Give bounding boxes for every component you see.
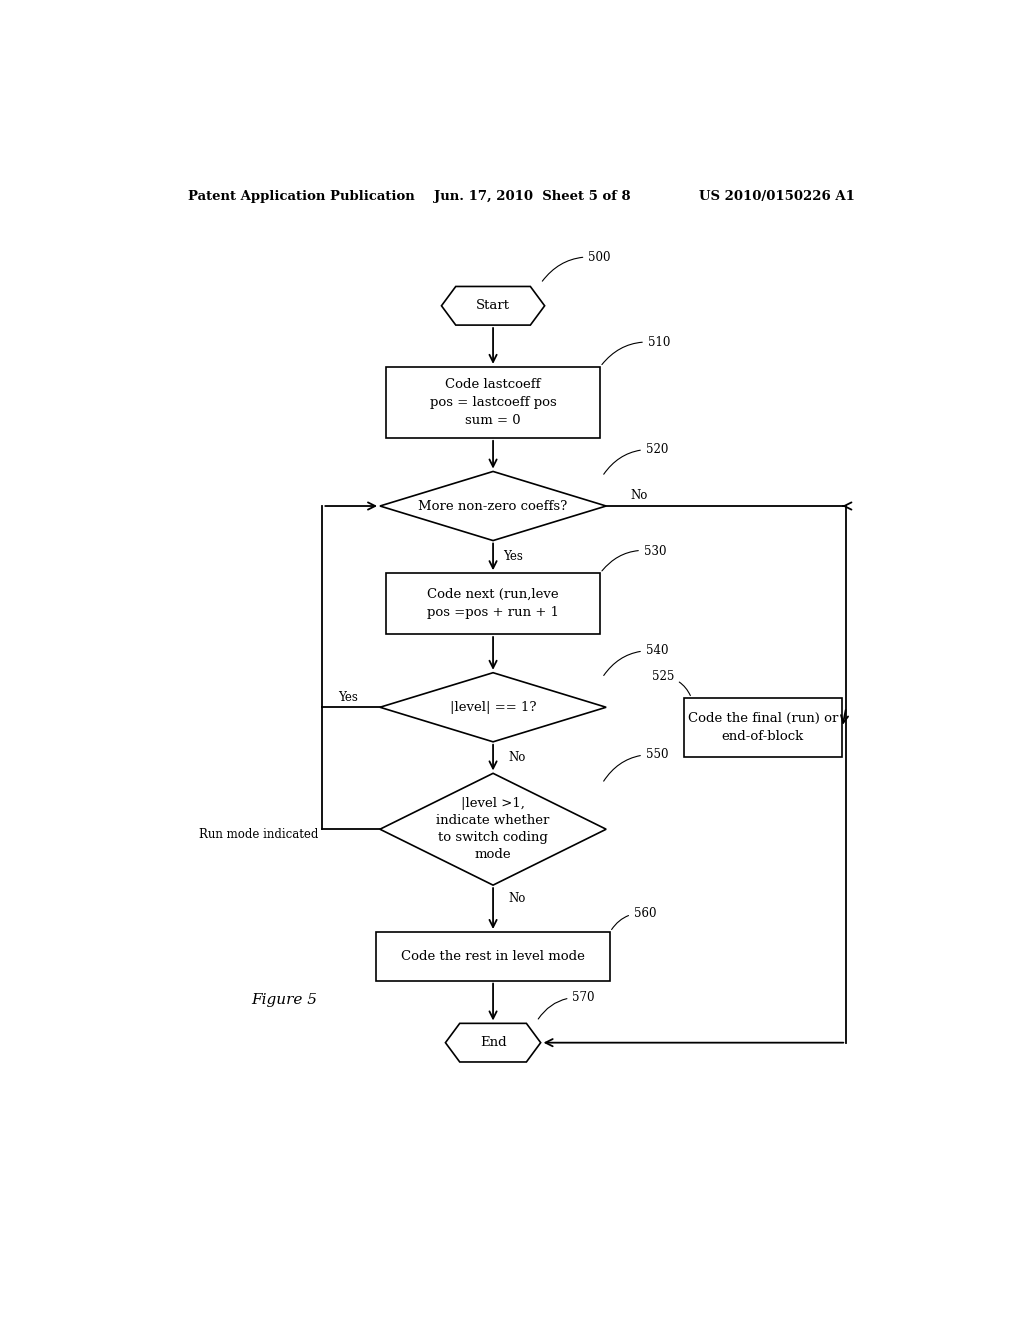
Text: 560: 560 [611, 907, 656, 929]
Text: Run mode indicated: Run mode indicated [200, 828, 318, 841]
Text: No: No [508, 892, 525, 904]
Bar [376, 932, 610, 981]
Text: 525: 525 [652, 669, 690, 696]
Text: 520: 520 [604, 444, 669, 474]
Text: Figure 5: Figure 5 [251, 993, 317, 1007]
Text: Start: Start [476, 300, 510, 313]
Bar [386, 367, 600, 438]
Text: US 2010/0150226 A1: US 2010/0150226 A1 [699, 190, 855, 202]
Text: Code next (run,leve
pos =pos + run + 1: Code next (run,leve pos =pos + run + 1 [427, 589, 559, 619]
Text: 510: 510 [602, 337, 670, 364]
Polygon shape [380, 673, 606, 742]
Text: Yes: Yes [338, 690, 358, 704]
Polygon shape [445, 1023, 541, 1063]
Text: |level >1,
indicate whether
to switch coding
mode: |level >1, indicate whether to switch co… [436, 797, 550, 861]
Text: End: End [479, 1036, 507, 1049]
Text: Code lastcoeff
pos = lastcoeff pos
sum = 0: Code lastcoeff pos = lastcoeff pos sum =… [430, 378, 556, 426]
Bar [386, 573, 600, 634]
Polygon shape [380, 774, 606, 886]
Text: |level| == 1?: |level| == 1? [450, 701, 537, 714]
Text: More non-zero coeffs?: More non-zero coeffs? [419, 499, 567, 512]
Polygon shape [380, 471, 606, 541]
Text: Patent Application Publication: Patent Application Publication [187, 190, 415, 202]
Text: 530: 530 [602, 545, 667, 572]
Text: 550: 550 [604, 748, 669, 781]
Text: 500: 500 [543, 251, 610, 281]
Text: 570: 570 [539, 991, 595, 1019]
Polygon shape [441, 286, 545, 325]
Text: Jun. 17, 2010  Sheet 5 of 8: Jun. 17, 2010 Sheet 5 of 8 [433, 190, 630, 202]
Text: Yes: Yes [503, 550, 523, 564]
Text: 540: 540 [604, 644, 669, 676]
Text: No: No [508, 751, 525, 763]
Text: No: No [630, 490, 647, 503]
Bar [684, 698, 843, 758]
Text: Code the rest in level mode: Code the rest in level mode [401, 950, 585, 962]
Text: Code the final (run) or
end-of-block: Code the final (run) or end-of-block [688, 711, 838, 743]
